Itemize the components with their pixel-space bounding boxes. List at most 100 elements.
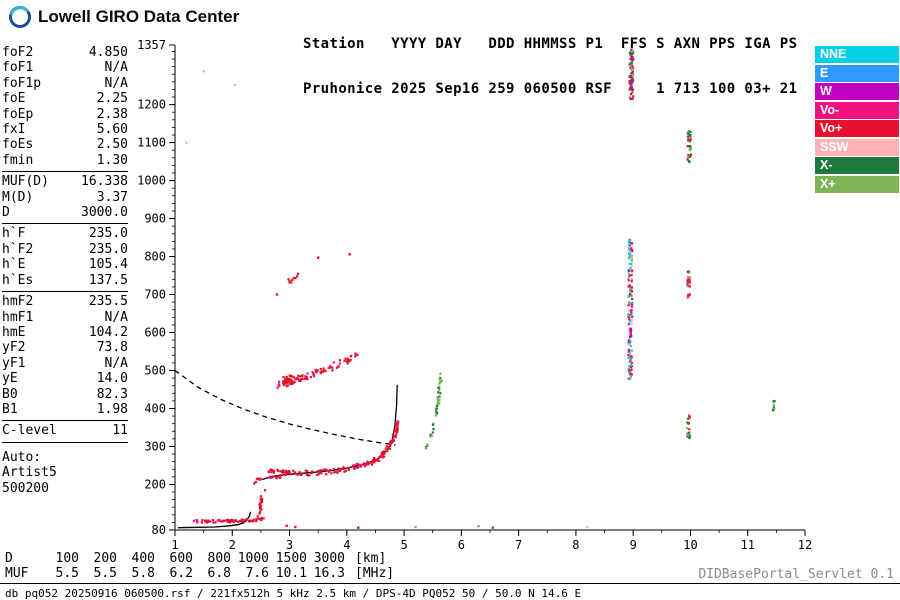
echo-point [335, 366, 338, 369]
echo-point [629, 345, 632, 348]
param-value: 3000.0 [81, 205, 128, 221]
legend-item-x: X- [815, 157, 899, 174]
echo-point [205, 521, 208, 524]
echo-point [628, 82, 631, 85]
echo-point [260, 508, 263, 511]
echo-point [627, 247, 630, 250]
echo-point [628, 290, 632, 293]
param-value: 2.25 [96, 91, 128, 107]
echo-point [360, 463, 364, 466]
echo-point [312, 373, 315, 376]
legend-item-vo: Vo+ [815, 120, 899, 137]
echo-point [321, 469, 324, 472]
echo-point [631, 88, 634, 91]
fitted-e-trace [177, 511, 252, 529]
echo-point [628, 269, 631, 272]
legend-item-x: X+ [815, 175, 899, 193]
echo-point [293, 471, 296, 474]
echo-point [299, 378, 302, 381]
echo-point [627, 341, 630, 344]
echo-point [258, 512, 261, 515]
legend-item-e: E [815, 64, 899, 82]
echo-point [687, 276, 690, 279]
echo-point [297, 374, 300, 377]
echo-point [627, 279, 630, 282]
y-tick-label: 600 [144, 326, 166, 340]
echo-point [305, 376, 308, 379]
echo-point [631, 68, 634, 72]
param-row: foE 2.25 [2, 91, 128, 106]
echo-point [254, 480, 257, 483]
echo-point [285, 470, 288, 473]
echo-point [276, 386, 279, 389]
echo-point [316, 369, 319, 372]
echo-point [314, 370, 318, 373]
echo-point [390, 439, 393, 443]
table-cell: 10.1 [275, 565, 307, 581]
echo-point [305, 473, 309, 476]
echo-point [359, 463, 362, 466]
echo-point [282, 376, 285, 379]
echo-point [339, 469, 342, 473]
echo-point [438, 401, 441, 405]
param-value: 2.50 [96, 137, 128, 153]
echo-point [287, 381, 290, 384]
echo-point [628, 371, 631, 374]
echo-point [630, 265, 633, 268]
param-value: 235.5 [88, 294, 128, 310]
param-value: 14.0 [96, 371, 128, 387]
param-row: hmF1 N/A [2, 310, 128, 325]
echo-point [383, 455, 386, 458]
echo-point [429, 433, 432, 436]
echo-point [630, 322, 633, 325]
echo-point [688, 285, 691, 288]
echo-point [687, 295, 690, 298]
echo-point [344, 357, 347, 360]
echo-point [688, 145, 691, 148]
echo-point [630, 290, 633, 293]
echo-point [282, 382, 285, 385]
echo-point [211, 518, 214, 522]
table-cell: 5.5 [93, 565, 117, 581]
table-cell: 3000 [313, 551, 345, 566]
echo-point [262, 517, 265, 520]
param-value: 137.5 [88, 272, 128, 288]
legend-item-w: W [815, 83, 899, 100]
echo-point [435, 411, 439, 414]
param-label: h`Es [2, 272, 34, 288]
param-group: foF2 4.850 foF1 N/A foF1p N/A foE 2.25 foEp 2.38 f… [2, 43, 128, 171]
echo-point [255, 518, 258, 521]
echo-point [294, 276, 297, 280]
echo-point [630, 274, 633, 277]
echo-point [343, 359, 346, 362]
table-row-label: D [5, 551, 13, 566]
echo-point [629, 87, 633, 91]
echo-point [686, 270, 689, 273]
echo-point [288, 374, 291, 377]
param-label: M(D) [2, 189, 34, 205]
echo-point [333, 471, 336, 474]
echo-point [628, 244, 631, 247]
echo-point [366, 462, 369, 465]
echo-point [387, 446, 390, 449]
x-tick-label: 10 [683, 538, 697, 552]
echo-point [291, 375, 294, 378]
echo-point [363, 465, 366, 468]
param-label: foF1p [2, 75, 42, 91]
echo-point [342, 466, 345, 469]
y-tick-label: 1200 [137, 98, 166, 112]
echo-point [627, 350, 630, 353]
echo-point [631, 64, 634, 67]
echo-point [359, 465, 362, 468]
echo-point [316, 473, 319, 476]
echo-point [586, 525, 589, 529]
echo-point [628, 364, 631, 368]
echo-point [477, 525, 480, 528]
echo-point [631, 91, 634, 94]
echo-point [192, 519, 195, 522]
echo-point [630, 245, 633, 248]
echo-point [324, 468, 327, 471]
echo-point [288, 281, 291, 284]
param-label: fxI [2, 122, 26, 138]
echo-point [227, 519, 231, 522]
